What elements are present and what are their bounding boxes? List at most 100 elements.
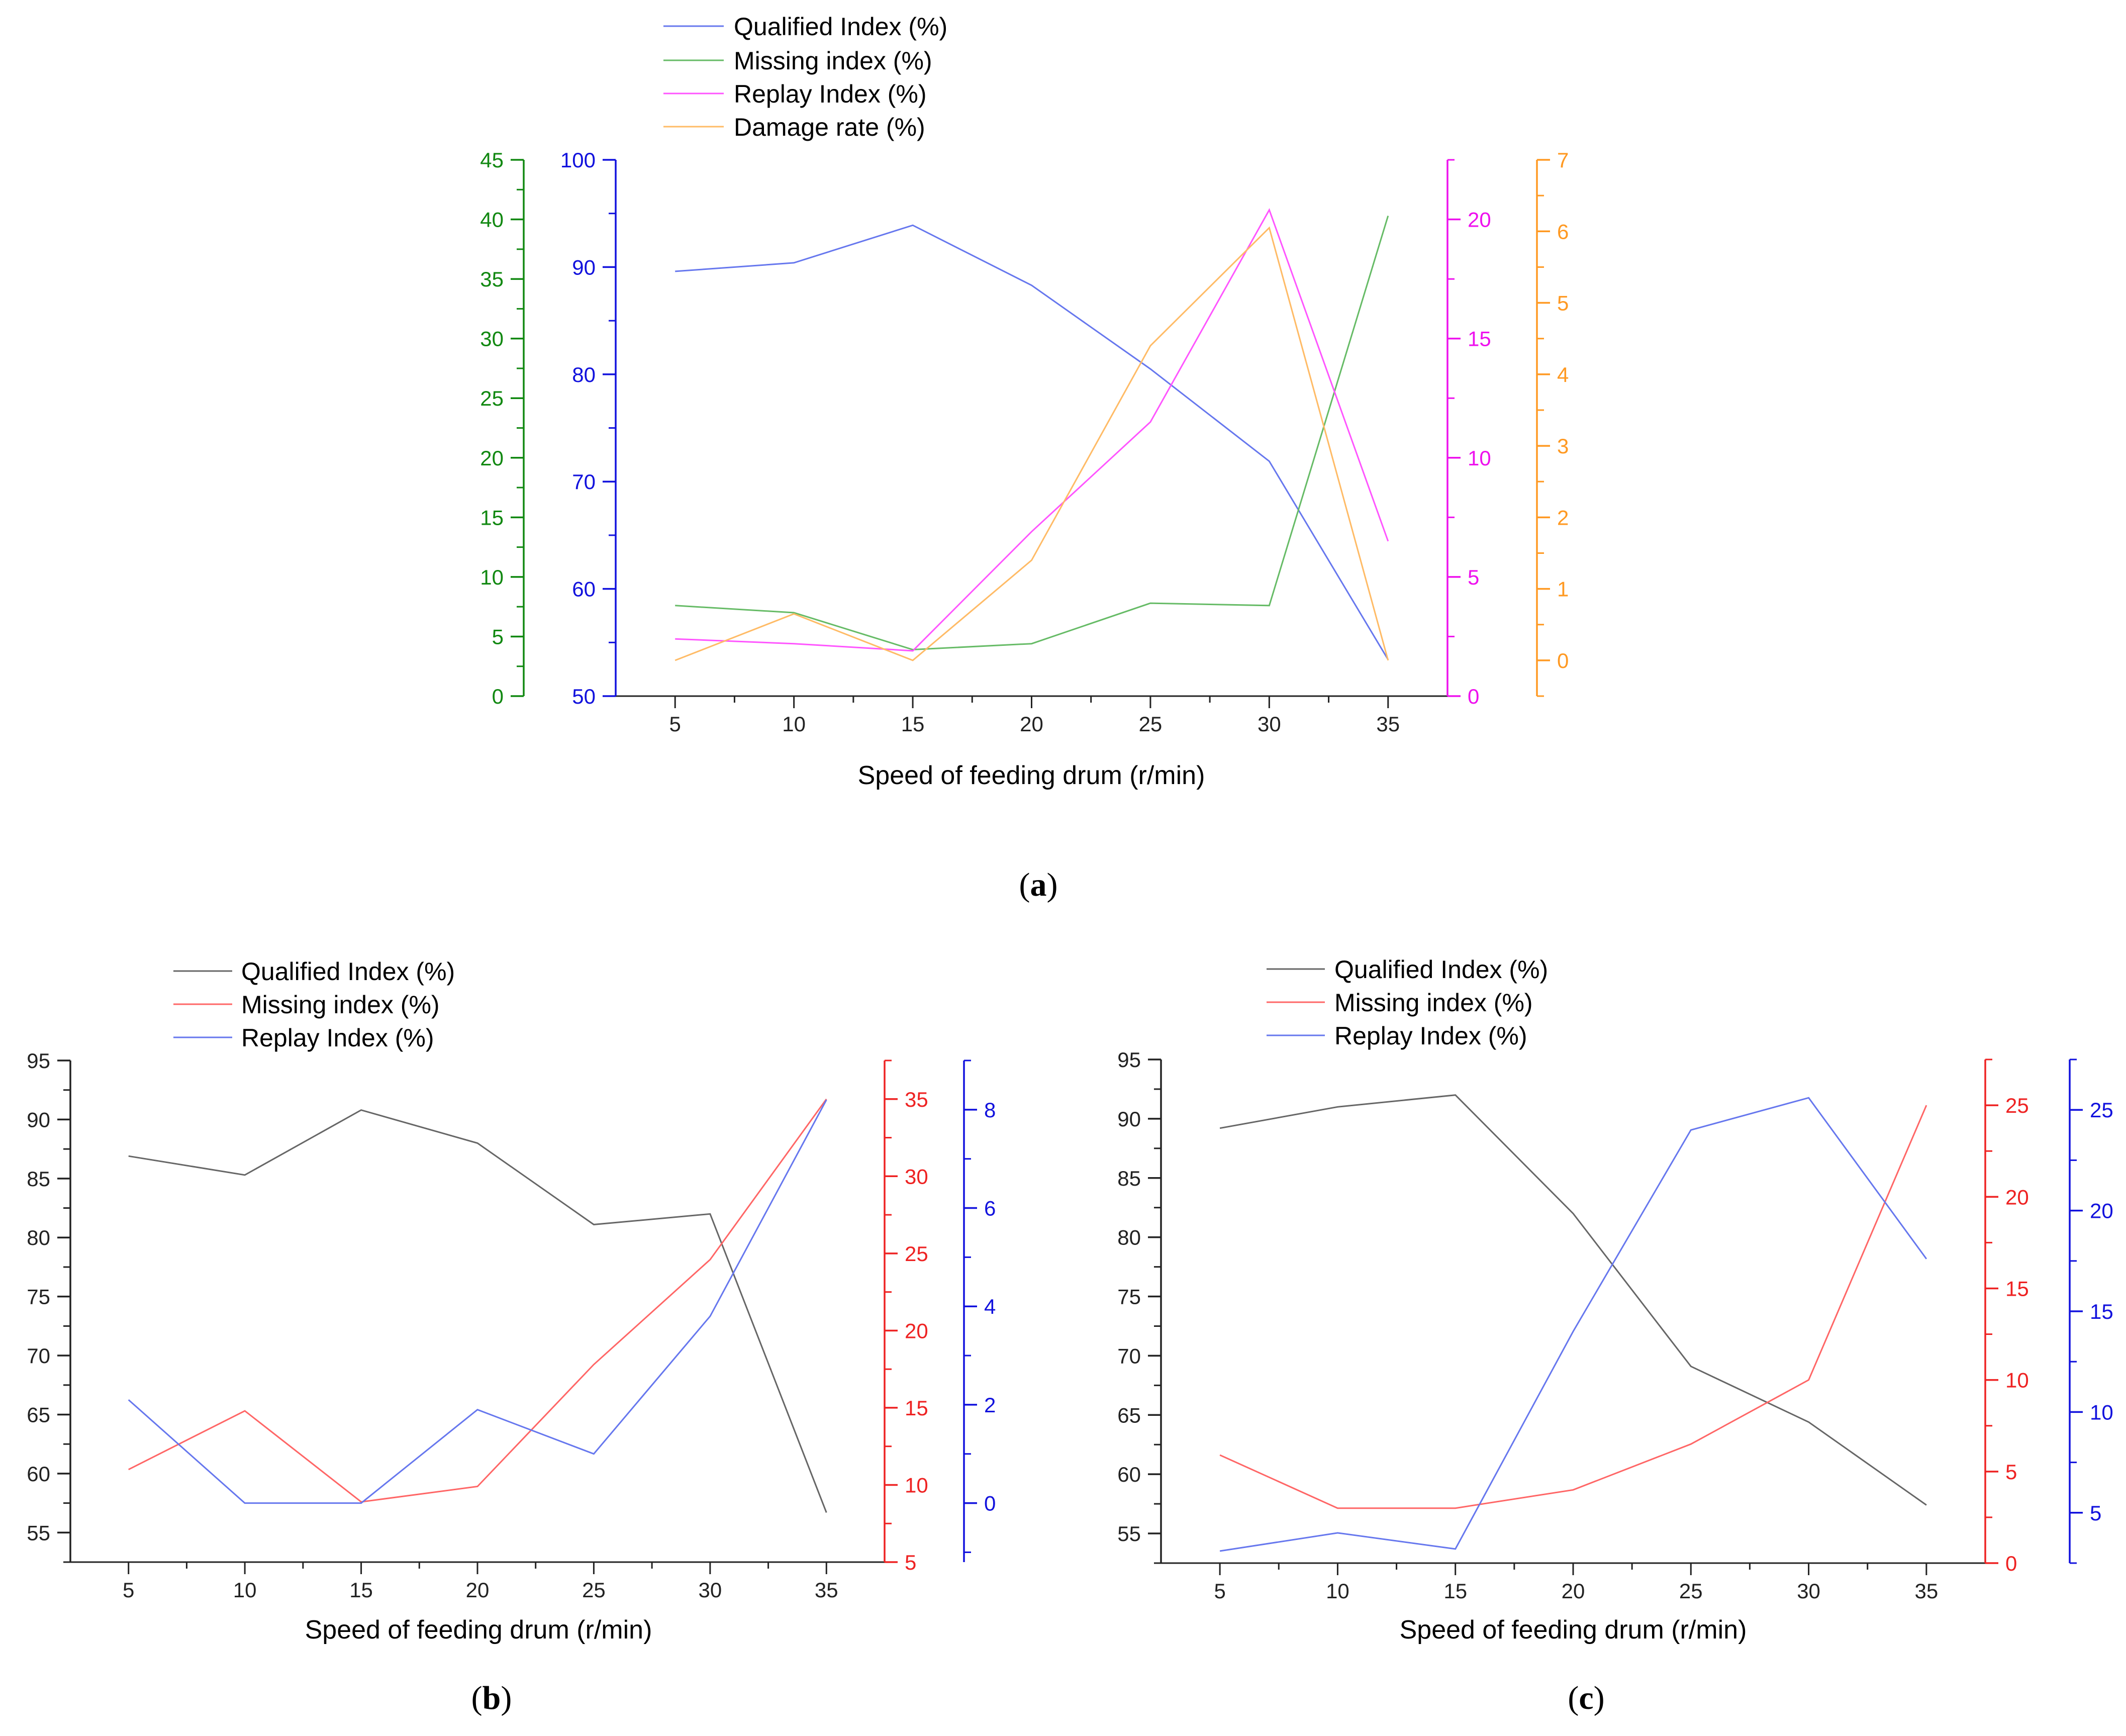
x-tick-label: 25 (1679, 1579, 1703, 1603)
y-tick-label-green: 5 (492, 625, 504, 648)
svg-text:(b): (b) (471, 1680, 512, 1716)
series-line (674, 226, 1389, 661)
y-tick-label-red: 5 (2005, 1460, 2017, 1484)
plot-a: 5 10 15 20 25 30 35051015202530354045506070809… (480, 148, 1569, 736)
x-tick-label: 35 (1914, 1579, 1938, 1603)
y-tick-label-black: 55 (27, 1521, 50, 1545)
y-tick-label-green: 45 (480, 148, 504, 172)
x-tick-label: 10 (233, 1578, 257, 1602)
y-tick-label-black: 75 (27, 1285, 50, 1309)
y-tick-label-blueR: 2 (984, 1393, 996, 1417)
series-line (675, 215, 1389, 651)
y-tick-label-black: 90 (27, 1108, 50, 1131)
legend-a: Qualified Index (%) Missing index (%) Re… (663, 13, 947, 141)
y-tick-label-blue: 90 (572, 255, 596, 279)
legend-label: Qualified Index (%) (734, 13, 947, 41)
y-tick-label-magenta: 15 (1468, 327, 1491, 351)
x-tick-label: 10 (1326, 1579, 1349, 1603)
y-tick-label-black: 75 (1117, 1285, 1141, 1309)
y-tick-label-green: 15 (480, 506, 504, 529)
y-tick-label-black: 95 (27, 1049, 50, 1073)
x-axis-title: Speed of feeding drum (r/min) (305, 1615, 652, 1645)
y-tick-label-blueR: 25 (2090, 1098, 2113, 1122)
x-tick-label: 10 (782, 712, 806, 736)
legend-label: Qualified Index (%) (1334, 955, 1548, 984)
panel-label-b: (b) (471, 1680, 512, 1716)
series-line (1219, 1097, 1927, 1552)
y-tick-label-black: 70 (1117, 1344, 1141, 1368)
y-tick-label-black: 60 (1117, 1463, 1141, 1486)
y-tick-label-black: 60 (27, 1462, 50, 1486)
y-tick-label-green: 35 (480, 267, 504, 291)
y-tick-label-red: 15 (2005, 1277, 2029, 1300)
y-tick-label-orange: 2 (1557, 506, 1569, 529)
svg-text:(c): (c) (1568, 1680, 1604, 1716)
y-tick-label-blueR: 10 (2090, 1400, 2113, 1424)
legend-label: Replay Index (%) (241, 1024, 434, 1052)
svg-text:(a): (a) (1019, 866, 1058, 903)
x-tick-label: 20 (1562, 1579, 1585, 1603)
panel-label-a: (a) (1019, 866, 1058, 903)
x-tick-label: 15 (901, 712, 925, 736)
y-tick-label-orange: 0 (1557, 649, 1569, 672)
y-tick-label-blue: 70 (572, 470, 596, 494)
series-line (1219, 1105, 1927, 1509)
x-tick-label: 25 (1139, 712, 1163, 736)
y-tick-label-magenta: 5 (1468, 565, 1479, 589)
y-tick-label-orange: 7 (1557, 148, 1569, 172)
y-tick-label-black: 55 (1117, 1522, 1141, 1546)
y-tick-label-blueR: 0 (984, 1492, 996, 1515)
legend-label: Missing index (%) (1334, 989, 1533, 1017)
y-tick-label-green: 0 (492, 685, 504, 708)
y-tick-label-red: 10 (2005, 1369, 2029, 1392)
y-tick-label-orange: 6 (1557, 220, 1569, 243)
y-tick-label-blue: 80 (572, 363, 596, 387)
y-tick-label-red: 0 (2005, 1552, 2017, 1575)
x-tick-label: 15 (349, 1578, 373, 1602)
x-tick-label: 5 (1214, 1579, 1225, 1603)
x-tick-label: 15 (1443, 1579, 1467, 1603)
y-tick-label-green: 30 (480, 327, 504, 351)
x-axis-title: Speed of feeding drum (r/min) (1400, 1615, 1747, 1645)
y-tick-label-black: 85 (27, 1167, 50, 1191)
legend-label: Replay Index (%) (734, 80, 927, 108)
series-line (675, 208, 1389, 652)
chart-panel-b: Qualified Index (%) Missing index (%) Re… (27, 957, 996, 1716)
x-axis-title: Speed of feeding drum (r/min) (858, 761, 1205, 790)
series-line (128, 1098, 827, 1503)
y-tick-label-green: 25 (480, 387, 504, 410)
panel-label-c: (c) (1568, 1680, 1604, 1716)
y-tick-label-orange: 3 (1557, 434, 1569, 458)
y-tick-label-blueR: 6 (984, 1197, 996, 1220)
y-tick-label-black: 90 (1117, 1107, 1141, 1131)
y-tick-label-red: 15 (905, 1396, 928, 1420)
y-tick-label-green: 10 (480, 565, 504, 589)
y-tick-label-red: 25 (905, 1242, 928, 1266)
y-tick-label-black: 70 (27, 1344, 50, 1368)
series-line (128, 1109, 827, 1513)
chart-panel-a: Qualified Index (%) Missing index (%) Re… (480, 13, 1569, 903)
legend-label: Damage rate (%) (734, 113, 925, 141)
plot-b: 5 10 15 20 25 30 35556065707580859095510152025… (27, 1049, 996, 1602)
y-tick-label-blue: 60 (572, 577, 596, 601)
x-tick-label: 5 (123, 1578, 134, 1602)
y-tick-label-black: 95 (1117, 1048, 1141, 1072)
y-tick-label-orange: 4 (1557, 363, 1569, 387)
x-tick-label: 35 (1376, 712, 1400, 736)
series-line (675, 224, 1389, 660)
y-tick-label-orange: 1 (1557, 577, 1569, 601)
x-tick-label: 25 (582, 1578, 606, 1602)
y-tick-label-black: 80 (27, 1226, 50, 1249)
legend-c: Qualified Index (%) Missing index (%) Re… (1267, 955, 1548, 1050)
y-tick-label-red: 25 (2005, 1094, 2029, 1117)
y-tick-label-black: 65 (27, 1403, 50, 1426)
y-tick-label-orange: 5 (1557, 292, 1569, 315)
legend-label: Missing index (%) (241, 991, 440, 1019)
y-tick-label-red: 10 (905, 1473, 928, 1497)
x-tick-label: 35 (815, 1578, 838, 1602)
y-tick-label-blueR: 8 (984, 1098, 996, 1122)
y-tick-label-blue: 50 (572, 685, 596, 708)
y-tick-label-red: 30 (905, 1165, 928, 1188)
y-tick-label-green: 40 (480, 208, 504, 232)
